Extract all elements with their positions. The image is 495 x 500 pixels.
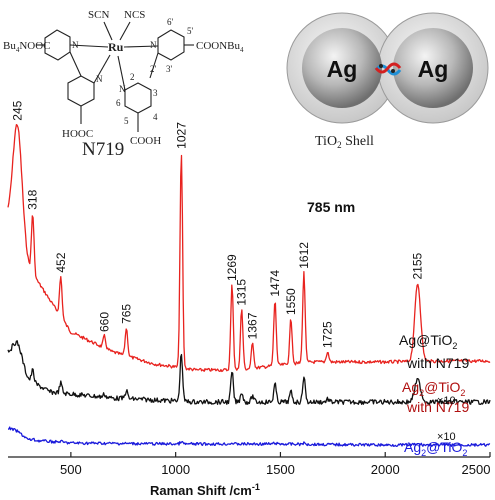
peak-label: 1474 bbox=[268, 270, 282, 297]
spectrum-line-1 bbox=[7, 124, 491, 373]
chart-title: 785 nm bbox=[307, 199, 355, 215]
peak-label: 318 bbox=[26, 189, 40, 209]
scale-factor-blue: ×10 bbox=[437, 431, 456, 443]
x-axis-label: Raman Shift /cm-1 bbox=[150, 482, 260, 498]
peak-label: 1269 bbox=[225, 254, 239, 281]
n719-structure bbox=[36, 21, 194, 132]
spectrum-line-2 bbox=[7, 340, 491, 405]
ligand-ncs: NCS bbox=[124, 9, 145, 21]
group-hooc: HOOC bbox=[62, 128, 93, 140]
peak-label: 1027 bbox=[174, 122, 188, 149]
ring-number-4: 4 bbox=[153, 112, 158, 122]
peak-label: 1725 bbox=[321, 321, 335, 348]
x-tick-label: 2500 bbox=[462, 462, 491, 477]
n719-labels: SCN NCS Ru Bu4NOOC COONBu4 HOOC COOH 6' … bbox=[3, 9, 244, 160]
peak-label: 245 bbox=[10, 100, 24, 120]
ag-core-left bbox=[302, 28, 382, 108]
legend-label-black-line2: with N719 bbox=[406, 399, 469, 415]
atom-n-2: N bbox=[150, 40, 157, 50]
legend-label-black-line1: Ag2@TiO2 bbox=[402, 379, 465, 398]
peak-label: 1315 bbox=[235, 279, 249, 306]
spectrum-line-3 bbox=[8, 426, 491, 447]
ring-number-5: 5 bbox=[124, 116, 129, 126]
ring-number-3p: 3' bbox=[166, 64, 173, 74]
x-tick-label: 1500 bbox=[266, 462, 295, 477]
peak-label: 1550 bbox=[284, 288, 298, 315]
ring-number-6p: 6' bbox=[167, 17, 174, 27]
raman-chart: 500 1000 1500 2000 2500 245 318 452 660 765 1027 1… bbox=[7, 100, 491, 498]
peak-label: 1367 bbox=[246, 312, 260, 339]
x-tick-label: 500 bbox=[60, 462, 82, 477]
x-axis-ticks: 500 1000 1500 2000 2500 bbox=[60, 452, 491, 477]
ag-dimer: Ag Ag TiO2 Shell bbox=[286, 12, 489, 150]
peak-label: 452 bbox=[54, 252, 68, 272]
metal-ru: Ru bbox=[108, 40, 124, 54]
atom-n-3: N bbox=[96, 74, 103, 84]
ag-core-right bbox=[393, 28, 473, 108]
tio2-shell-label: TiO2 Shell bbox=[315, 134, 374, 150]
scale-factor-black: ×10 bbox=[437, 395, 456, 407]
ag-label-right: Ag bbox=[418, 56, 449, 82]
ring-number-6: 6 bbox=[116, 98, 121, 108]
peak-label: 660 bbox=[97, 312, 111, 332]
atom-n-4: N bbox=[119, 84, 126, 94]
x-tick-label: 1000 bbox=[161, 462, 190, 477]
legend-label-blue: Ag2@TiO2 bbox=[404, 439, 467, 458]
ring-number-2: 2 bbox=[130, 72, 135, 82]
pyridine-ring-lower-right bbox=[124, 82, 152, 114]
ag-label-left: Ag bbox=[327, 56, 358, 82]
pyridine-ring-lower-left bbox=[67, 75, 95, 107]
legend-label-red-line2: with N719 bbox=[406, 355, 469, 371]
ligand-scn: SCN bbox=[88, 9, 109, 21]
peak-label: 2155 bbox=[411, 252, 425, 279]
ring-number-2p: 2' bbox=[150, 64, 157, 74]
molecule-name: N719 bbox=[82, 139, 124, 160]
legend-label-red-line1: Ag@TiO2 bbox=[399, 332, 457, 351]
pyridine-ring-right bbox=[157, 29, 185, 61]
ring-number-5p: 5' bbox=[187, 26, 194, 36]
peak-label: 765 bbox=[119, 304, 133, 324]
group-cooh: COOH bbox=[130, 135, 161, 147]
spectra-series bbox=[7, 124, 491, 447]
gap-molecule-icon bbox=[374, 62, 402, 76]
group-coonbu4: COONBu4 bbox=[196, 40, 244, 54]
ring-number-3: 3 bbox=[153, 88, 158, 98]
atom-n-1: N bbox=[72, 40, 79, 50]
peak-label: 1612 bbox=[297, 242, 311, 269]
x-tick-label: 2000 bbox=[371, 462, 400, 477]
group-bu4nooc: Bu4NOOC bbox=[3, 40, 51, 54]
